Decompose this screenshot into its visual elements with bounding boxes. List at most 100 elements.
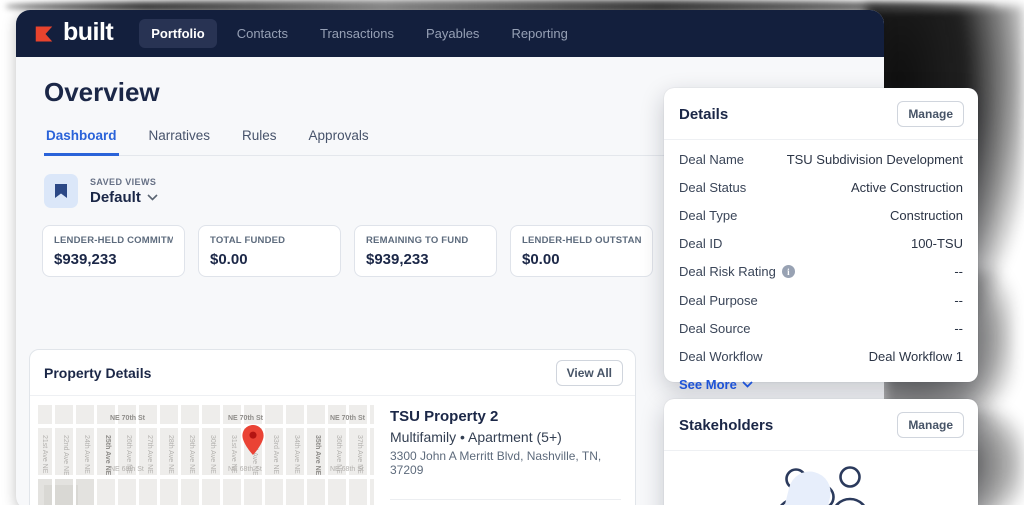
- property-details-title: Property Details: [44, 365, 152, 381]
- stat-value: $0.00: [522, 251, 560, 268]
- map-street-label: 34th Ave NE: [293, 435, 300, 474]
- detail-row-deal-name: Deal Name TSU Subdivision Development: [679, 145, 963, 173]
- map-street-label: 27th Ave NE: [146, 435, 153, 474]
- main-content: Overview Dashboard Narratives Rules Appr…: [16, 77, 884, 505]
- property-address: 3300 John A Merritt Blvd, Nashville, TN,…: [390, 449, 602, 477]
- details-panel-title: Details: [679, 105, 729, 123]
- map-street-label: 25th Ave NE: [104, 435, 111, 476]
- saved-views: SAVED VIEWS Default: [44, 174, 884, 208]
- detail-value: Active Construction: [851, 179, 963, 195]
- built-logo[interactable]: built: [32, 17, 114, 48]
- map-street-label: NE 70th St: [110, 415, 146, 422]
- details-rows: Deal Name TSU Subdivision Development De…: [664, 140, 978, 371]
- stakeholders-illustration: [664, 451, 978, 505]
- details-panel: Details Manage Deal Name TSU Subdivision…: [664, 88, 978, 392]
- nav-item-payables[interactable]: Payables: [425, 26, 480, 41]
- detail-label: Deal Purpose: [679, 292, 758, 308]
- map-street-label: 29th Ave NE: [188, 435, 195, 474]
- detail-label: Deal ID: [679, 236, 723, 252]
- nav-item-contacts[interactable]: Contacts: [236, 26, 289, 41]
- property-list: TSU Property 2 Multifamily • Apartment (…: [374, 396, 635, 505]
- property-details-header: Property Details View All: [30, 350, 635, 396]
- stat-label: LENDER-HELD COMMITM…: [54, 235, 173, 246]
- stat-label: REMAINING TO FUND: [366, 235, 469, 246]
- saved-views-dropdown[interactable]: Default: [90, 189, 158, 206]
- detail-value: Deal Workflow 1: [868, 348, 963, 364]
- stakeholders-panel-header: Stakeholders Manage: [664, 399, 978, 451]
- detail-value: --: [954, 292, 963, 308]
- tab-narratives[interactable]: Narratives: [148, 128, 211, 143]
- chevron-down-icon: [742, 380, 753, 388]
- saved-views-value: Default: [90, 188, 141, 206]
- map-street-label: NE 68th St: [330, 466, 364, 473]
- view-all-button[interactable]: View All: [555, 360, 623, 386]
- tab-rules[interactable]: Rules: [242, 128, 277, 143]
- nav-item-portfolio[interactable]: Portfolio: [139, 19, 217, 48]
- detail-label: Deal Risk Rating i: [679, 264, 795, 279]
- saved-views-button[interactable]: [44, 174, 78, 208]
- page-title: Overview: [44, 77, 160, 107]
- stat-value: $0.00: [210, 251, 248, 268]
- property-type: Multifamily • Apartment (5+): [390, 429, 562, 445]
- built-logo-icon: [35, 26, 53, 41]
- map-pin-property-2[interactable]: [242, 425, 264, 455]
- detail-row-deal-risk-rating: Deal Risk Rating i --: [679, 258, 963, 286]
- stat-value: $939,233: [54, 251, 117, 268]
- list-item-property-2[interactable]: TSU Property 2 Multifamily • Apartment (…: [390, 408, 621, 499]
- manage-details-button[interactable]: Manage: [897, 101, 964, 127]
- detail-label: Deal Name: [679, 151, 745, 167]
- logo-text: built: [63, 17, 114, 46]
- map-street-label: 28th Ave NE: [167, 435, 174, 474]
- stakeholders-panel: Stakeholders Manage: [664, 399, 978, 505]
- details-panel-header: Details Manage: [664, 88, 978, 140]
- primary-nav: Portfolio Contacts Transactions Payables…: [139, 19, 580, 48]
- detail-label: Deal Status: [679, 179, 747, 195]
- detail-row-deal-type: Deal Type Construction: [679, 201, 963, 229]
- top-nav: built Portfolio Contacts Transactions Pa…: [16, 10, 884, 57]
- stat-label: LENDER-HELD OUTSTAN…: [522, 235, 641, 246]
- map-street-label: 24th Ave NE: [83, 435, 90, 474]
- detail-value: 100-TSU: [910, 236, 963, 252]
- detail-row-deal-purpose: Deal Purpose --: [679, 286, 963, 314]
- nav-item-transactions[interactable]: Transactions: [320, 26, 394, 41]
- list-item-property-1[interactable]: TSU Property 1 Single Family • Single Fa…: [390, 499, 621, 505]
- map-street-label: 32nd Ave NE: [251, 435, 258, 476]
- stat-card-remaining-to-fund: REMAINING TO FUND $939,233: [354, 225, 497, 277]
- tab-approvals[interactable]: Approvals: [308, 128, 369, 143]
- map-street-label: NE 70th St: [330, 415, 366, 422]
- stat-value: $939,233: [366, 251, 429, 268]
- stat-card-lender-held-commitment: LENDER-HELD COMMITM… $939,233: [42, 225, 185, 277]
- map-street-label: 36th Ave NE: [335, 435, 342, 474]
- map-street-label: NE 70th St: [228, 415, 264, 422]
- map-street-label: NE 68th St: [228, 466, 262, 473]
- saved-views-label: SAVED VIEWS: [90, 176, 157, 187]
- detail-row-deal-status: Deal Status Active Construction: [679, 173, 963, 201]
- map-street-label: 21st Ave NE: [41, 435, 48, 474]
- manage-stakeholders-button[interactable]: Manage: [897, 412, 964, 438]
- nav-item-reporting[interactable]: Reporting: [511, 26, 568, 41]
- bookmark-icon: [55, 184, 67, 198]
- map-street-label: 37th Ave NE: [356, 435, 363, 474]
- stat-card-total-funded: TOTAL FUNDED $0.00: [198, 225, 341, 277]
- see-more-link[interactable]: See More: [679, 377, 963, 392]
- map-street-label: 35th Ave NE: [314, 435, 321, 476]
- detail-label: Deal Type: [679, 207, 738, 223]
- tab-bar: Dashboard Narratives Rules Approvals: [44, 122, 868, 156]
- tab-dashboard[interactable]: Dashboard: [44, 122, 119, 156]
- chevron-down-icon: [147, 193, 158, 201]
- stakeholders-panel-title: Stakeholders: [679, 416, 774, 434]
- stat-label: TOTAL FUNDED: [210, 235, 286, 246]
- info-icon[interactable]: i: [781, 265, 795, 279]
- map-street-label: NE 68th St: [110, 466, 144, 473]
- detail-value: --: [954, 320, 963, 336]
- map-street-label: 30th Ave NE: [209, 435, 216, 474]
- detail-row-deal-id: Deal ID 100-TSU: [679, 230, 963, 258]
- detail-value: Construction: [890, 207, 963, 223]
- detail-row-deal-source: Deal Source --: [679, 314, 963, 342]
- stat-cards: LENDER-HELD COMMITM… $939,233 TOTAL FUND…: [42, 225, 884, 277]
- map-street-label: 31st Ave NE: [230, 435, 237, 474]
- property-name: TSU Property 2: [390, 408, 499, 425]
- map-street-label: 26th Ave NE: [125, 435, 132, 474]
